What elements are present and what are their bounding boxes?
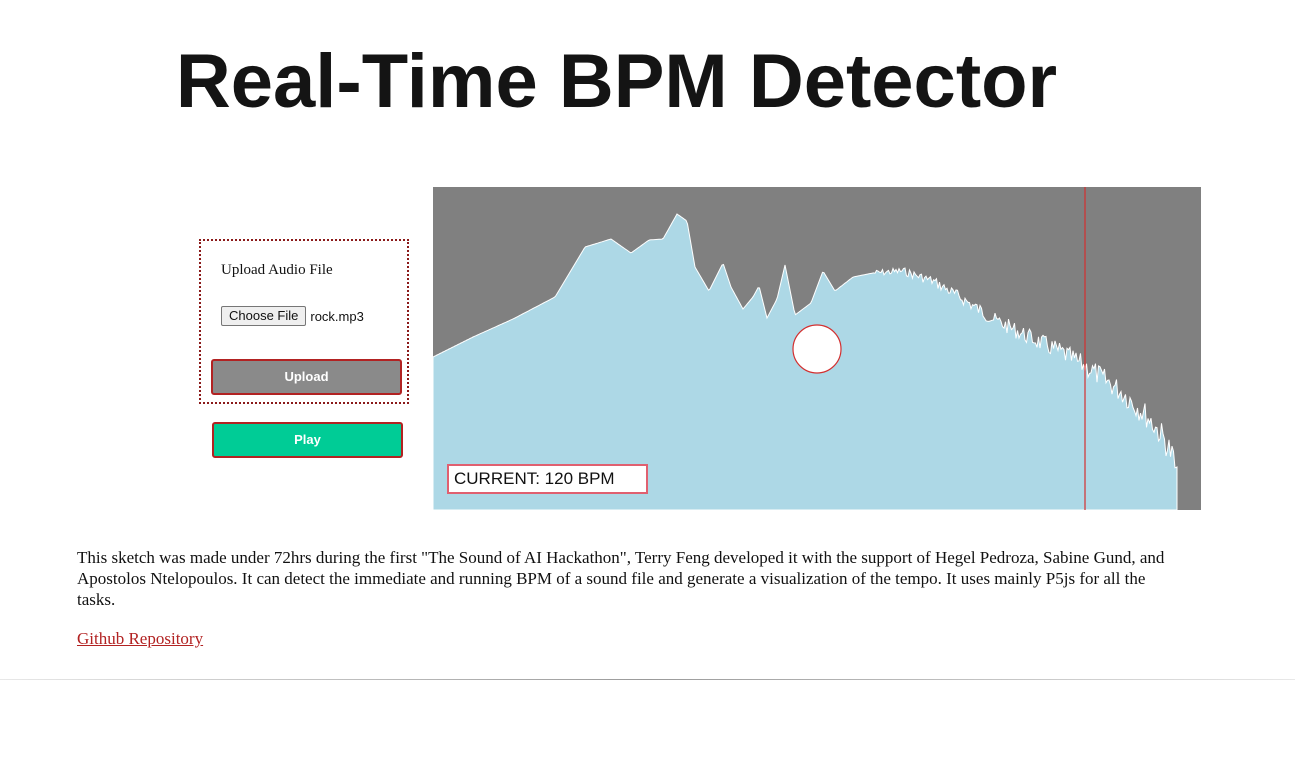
upload-button[interactable]: Upload xyxy=(211,359,402,395)
upload-panel: Upload Audio File Choose File rock.mp3 U… xyxy=(199,239,409,404)
file-input[interactable]: Choose File rock.mp3 xyxy=(221,306,364,326)
upload-label: Upload Audio File xyxy=(221,262,333,278)
play-button[interactable]: Play xyxy=(212,422,403,458)
horizontal-divider xyxy=(0,679,1295,680)
selected-file-name: rock.mp3 xyxy=(310,308,364,324)
project-description: This sketch was made under 72hrs during … xyxy=(77,548,1165,609)
spectrum-canvas xyxy=(433,187,1201,510)
choose-file-button[interactable]: Choose File xyxy=(221,306,307,326)
spectrum-visualizer: CURRENT: 120 BPM xyxy=(433,187,1201,510)
current-bpm-display: CURRENT: 120 BPM xyxy=(447,464,648,494)
page-title: Real-Time BPM Detector xyxy=(175,39,1058,124)
beat-indicator-circle xyxy=(792,324,842,374)
github-repository-link[interactable]: Github Repository xyxy=(77,629,204,648)
